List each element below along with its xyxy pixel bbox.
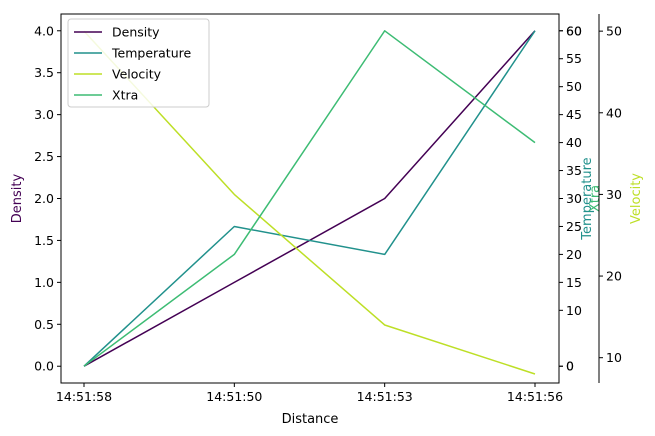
- density-tick-label: 1.5: [34, 233, 54, 248]
- xtra-tick-label: 45: [566, 107, 582, 122]
- temperature-tick-label: 50: [566, 79, 582, 94]
- density-tick-label: 3.0: [34, 107, 54, 122]
- xtra-tick-label: 25: [566, 219, 582, 234]
- xtra-tick-label: 35: [566, 163, 582, 178]
- velocity-tick-label: 40: [606, 105, 622, 120]
- temperature-axis-label: Temperature: [580, 157, 595, 240]
- xtra-tick-label: 15: [566, 275, 582, 290]
- temperature-tick-label: 10: [566, 303, 582, 318]
- density-tick-label: 0.5: [34, 317, 54, 332]
- series-line-velocity: [83, 30, 536, 375]
- x-tick-label: 14:51:58: [56, 389, 112, 404]
- density-tick-label: 2.0: [34, 191, 54, 206]
- legend-box: [67, 18, 210, 108]
- legend-label: Velocity: [112, 67, 162, 82]
- legend: Density Temperature Velocity Xtra: [67, 18, 210, 108]
- legend-label: Temperature: [111, 46, 191, 61]
- density-tick-label: 1.0: [34, 275, 54, 290]
- temperature-tick-label: 20: [566, 247, 582, 262]
- density-tick-label: 0.0: [34, 359, 54, 374]
- legend-label: Xtra: [112, 88, 138, 103]
- x-tick-label: 14:51:50: [206, 389, 262, 404]
- velocity-tick-label: 30: [606, 187, 622, 202]
- x-tick-label: 14:51:53: [357, 389, 413, 404]
- lines-layer: [83, 30, 536, 375]
- density-axis-label: Density: [10, 173, 25, 223]
- velocity-tick-label: 20: [606, 269, 622, 284]
- xtra-tick-label: 60: [566, 23, 582, 38]
- density-tick-label: 3.5: [34, 65, 54, 80]
- legend-label: Density: [112, 25, 160, 40]
- xtra-axis-label: Xtra: [588, 185, 603, 212]
- density-tick-label: 2.5: [34, 149, 54, 164]
- series-line-temperature: [83, 30, 536, 367]
- x-axis-label: Distance: [282, 412, 339, 427]
- xtra-tick-label: 55: [566, 51, 582, 66]
- axes-layer: 14:51:58 14:51:50 14:51:53 14:51:56 Distance…: [10, 13, 644, 427]
- temperature-tick-label: 0: [566, 359, 574, 374]
- x-tick-label: 14:51:56: [507, 389, 563, 404]
- velocity-axis-label: Velocity: [629, 173, 644, 224]
- velocity-tick-label: 10: [606, 350, 622, 365]
- temperature-tick-label: 40: [566, 135, 582, 150]
- xtra-tick-label: 0: [566, 359, 574, 374]
- density-tick-label: 4.0: [34, 23, 54, 38]
- series-line-xtra: [83, 30, 536, 367]
- temperature-tick-label: 30: [566, 191, 582, 206]
- velocity-tick-label: 50: [606, 24, 622, 39]
- temperature-tick-label: 60: [566, 23, 582, 38]
